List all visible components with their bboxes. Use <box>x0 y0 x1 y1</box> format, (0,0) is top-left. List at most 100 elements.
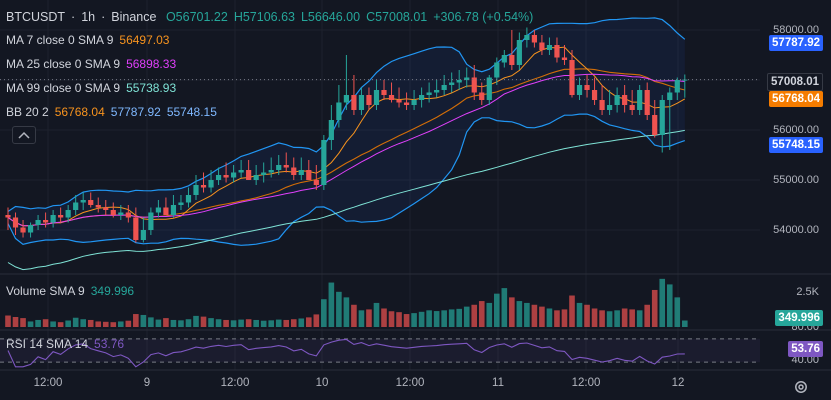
time-tick: 12:00 <box>33 377 63 389</box>
candle-body <box>494 62 500 78</box>
candle-body <box>456 80 462 83</box>
candle-body <box>637 90 643 110</box>
volume-bar <box>659 278 666 327</box>
candle-body <box>336 102 342 120</box>
candle-body <box>50 215 56 223</box>
volume-bar <box>193 315 199 327</box>
bb-upper-badge: 57787.92 <box>769 35 823 51</box>
candle-body <box>546 45 553 50</box>
candle-body <box>419 95 425 100</box>
volume-bar <box>155 319 162 327</box>
volume-bar <box>509 297 515 327</box>
candle-body <box>539 42 545 50</box>
candle-body <box>373 90 380 105</box>
candle-body <box>674 80 680 93</box>
candle-body <box>58 215 64 218</box>
volume-bar <box>666 284 673 327</box>
volume-bar <box>253 319 259 327</box>
legend-volume[interactable]: Volume SMA 9 349.996 <box>6 284 140 298</box>
bb-upper-value: 57787.92 <box>110 105 161 119</box>
bb-basis-badge: 56768.04 <box>769 91 823 107</box>
volume-bar <box>328 282 335 327</box>
legend-rsi[interactable]: RSI 14 SMA 14 53.76 <box>6 337 130 351</box>
candle-body <box>200 185 207 188</box>
price-tick-58000: 58000.00 <box>773 24 819 36</box>
volume-bar <box>343 297 350 327</box>
candle-body <box>644 90 650 115</box>
volume-bar <box>441 310 447 327</box>
candle-body <box>629 105 635 110</box>
volume-bar <box>366 309 372 327</box>
candle-body <box>622 95 628 105</box>
candle-body <box>133 217 139 240</box>
volume-bar <box>290 319 297 327</box>
candle-body <box>652 115 658 135</box>
candle-body <box>659 100 665 135</box>
volume-bar <box>448 309 455 327</box>
ma25-label: MA 25 close 0 SMA 9 <box>6 57 121 71</box>
candle-body <box>479 92 485 100</box>
legend-ma7[interactable]: MA 7 close 0 SMA 9 56497.03 <box>6 33 175 47</box>
volume-bar <box>396 312 402 327</box>
candle-body <box>328 120 334 140</box>
volume-label: Volume SMA 9 <box>6 284 85 298</box>
volume-bar <box>298 318 305 327</box>
candle-body <box>276 165 282 170</box>
volume-bar <box>403 314 410 327</box>
volume-bar <box>238 319 244 327</box>
ohlc-change: +306.78 (+0.54%) <box>433 10 534 24</box>
volume-bar <box>125 320 132 327</box>
legend-ma99[interactable]: MA 99 close 0 SMA 9 55738.93 <box>6 81 182 95</box>
volume-bar <box>110 322 117 327</box>
volume-bar <box>27 321 34 327</box>
candle-body <box>73 202 79 210</box>
volume-bar <box>539 306 545 327</box>
candle-body <box>238 170 244 173</box>
volume-bar <box>230 320 237 327</box>
volume-bar <box>501 288 508 327</box>
volume-bar <box>576 302 583 327</box>
volume-bar <box>426 310 432 327</box>
candle-body <box>531 35 537 43</box>
candle-body <box>185 195 192 203</box>
legend-ma25[interactable]: MA 25 close 0 SMA 9 56898.33 <box>6 57 182 71</box>
gear-icon[interactable] <box>793 379 809 395</box>
separator-dot: · <box>101 10 106 24</box>
candle-body <box>35 220 41 225</box>
candle-body <box>403 102 410 105</box>
candle-body <box>268 170 274 173</box>
candle-body <box>321 140 327 185</box>
collapse-legend-button[interactable] <box>12 126 36 144</box>
candle-body <box>246 170 252 180</box>
candle-body <box>12 217 19 228</box>
volume-bar <box>381 308 387 327</box>
candle-body <box>411 100 417 105</box>
volume-bar <box>554 310 560 327</box>
candle-body <box>343 95 349 103</box>
chevron-up-icon <box>18 131 30 139</box>
candle-body <box>313 180 319 185</box>
volume-bar <box>456 308 462 327</box>
time-tick: 12:00 <box>395 377 425 389</box>
symbol-header: BTCUSDT · 1h · Binance O56701.22 H57106.63 L56… <box>6 10 539 24</box>
rsi-value: 53.76 <box>94 337 125 351</box>
ohlc-open: O56701.22 <box>165 10 228 24</box>
candle-body <box>215 175 222 180</box>
volume-bar <box>591 308 598 327</box>
legend-bb[interactable]: BB 20 2 56768.04 57787.92 55748.15 <box>6 105 223 119</box>
price-tick-55000: 55000.00 <box>773 174 819 186</box>
volume-bar <box>223 319 229 327</box>
volume-bar <box>12 317 19 327</box>
candle-body <box>509 55 515 65</box>
candle-body <box>170 205 177 215</box>
separator-dot: · <box>71 10 76 24</box>
candle-body <box>125 212 131 218</box>
volume-value: 349.996 <box>90 284 135 298</box>
candle-body <box>396 100 402 103</box>
bb-basis-value: 56768.04 <box>54 105 105 119</box>
candle-body <box>110 210 116 215</box>
candle-body <box>381 90 387 95</box>
candle-body <box>388 95 395 100</box>
volume-bar <box>546 308 553 327</box>
